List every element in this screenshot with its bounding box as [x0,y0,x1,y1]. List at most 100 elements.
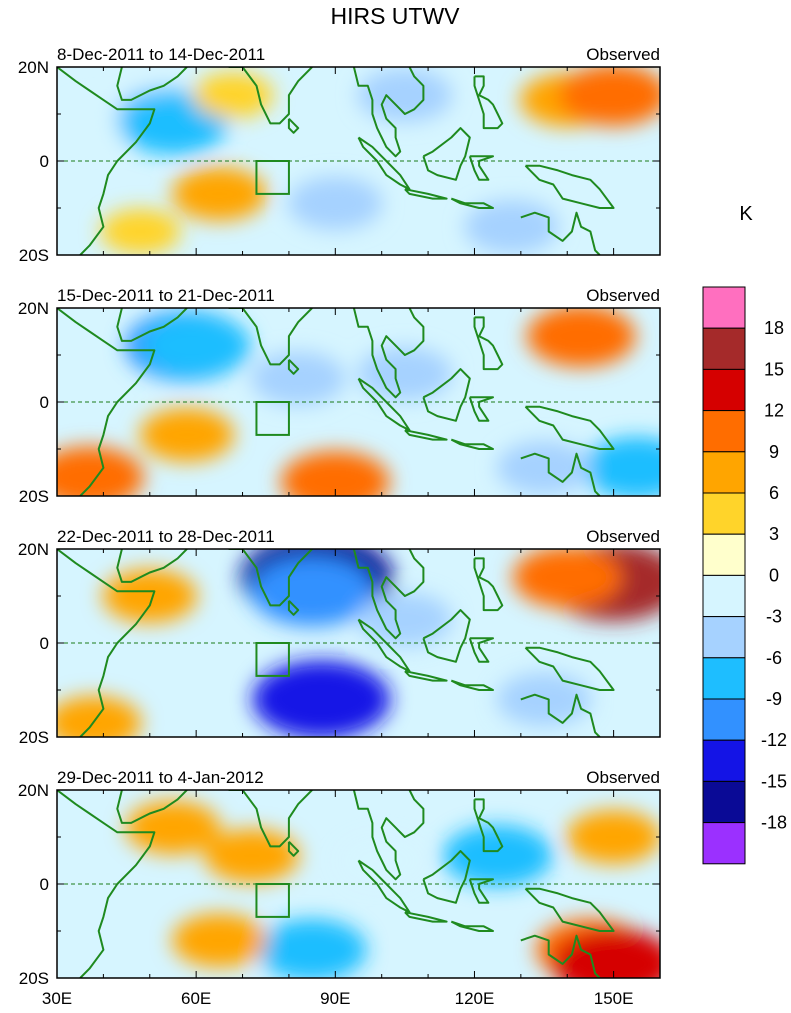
y-tick-label: 20N [18,299,49,318]
colorbar-level-label: -3 [766,607,782,627]
coastline [57,549,156,737]
anomaly-core [518,685,570,714]
coastline [524,405,615,450]
colorbar-swatch [702,368,746,412]
coastline [57,67,156,255]
colorbar-level-label: 15 [764,359,784,379]
coastline [520,693,601,737]
x-tick-label: 30E [42,989,72,1008]
coastline [352,67,425,158]
chart-title: HIRS UTWV [330,3,460,29]
coastline [404,429,448,441]
coastline [116,308,188,342]
anomaly-field [57,549,660,737]
y-tick-label: 20N [18,540,49,559]
anomaly-core [486,212,537,242]
anomaly-field [57,67,660,255]
colorbar-swatch [702,616,746,659]
anomaly-core [552,319,611,353]
colorbar-swatch [702,410,746,453]
coastline [450,920,494,932]
y-tick-label: 20S [19,487,49,506]
coastline [468,396,494,422]
coastline [524,646,615,691]
anomaly-core [194,179,245,209]
coastline [422,127,471,181]
coastline [228,308,313,366]
panel-period: 22-Dec-2011 to 28-Dec-2011 [57,527,275,546]
coastline [116,790,188,824]
x-axis: 30E 60E 90E 120E 150E [42,989,634,1008]
anomaly-core [607,451,660,485]
anomaly-core [518,453,570,483]
y-tick-label: 20S [19,246,49,265]
anomaly-core [124,581,176,611]
coastline [228,549,313,607]
colorbar-level-label: -6 [766,648,782,668]
colorbar-level-label: -18 [761,813,787,833]
y-tick-label: 0 [40,634,49,653]
coastline [524,164,615,209]
colorbar-level-label: 3 [769,524,779,544]
coastline [520,934,601,978]
coastline [352,790,425,881]
anomaly-core [143,107,203,140]
colorbar-level-label: -12 [761,730,787,750]
anomaly-core [282,933,342,967]
anomaly-core [468,839,527,873]
panels: 20N 0 20S 8-Dec-2011 to 14-Dec-2011 Observed… [18,45,661,988]
region-box [255,160,290,195]
colorbar-swatch [702,492,746,535]
x-tick-label: 150E [594,989,634,1008]
anomaly-core [379,359,431,389]
anomaly-field [57,308,660,496]
coastline [473,75,504,130]
colorbar-level-label: 6 [769,483,779,503]
coastline [450,438,494,450]
colorbar-swatch [702,657,746,700]
colorbar-swatch [702,698,746,741]
coastline [287,840,300,857]
anomaly-field [57,790,660,978]
region-box [255,401,290,436]
anomaly-core [580,945,647,978]
anomaly-core [147,813,199,842]
coastline [228,67,313,125]
panel-label: Observed [586,768,660,787]
colorbar-swatch [702,533,746,576]
x-tick-label: 120E [455,989,495,1008]
coastline [422,609,471,663]
anomaly-core [379,605,431,634]
anomaly-core [284,678,359,721]
coastline [357,859,411,914]
coastline [422,368,471,422]
colorbar-swatch [702,286,746,329]
colorbar-level-label: 0 [769,565,779,585]
map-panel: 20N 0 20S 8-Dec-2011 to 14-Dec-2011 Observed [18,45,661,265]
coastline [352,549,425,640]
coastline [357,618,411,673]
coastline [287,599,300,616]
anomaly-core [60,460,119,494]
coastline [57,790,156,978]
coastline [473,316,504,371]
coastline [57,308,156,496]
colorbar-swatch [702,451,746,494]
coastline [422,850,471,904]
coastline [352,308,425,399]
anomaly-core [588,822,639,852]
region-box [255,883,290,918]
anomaly-blob [193,72,274,118]
x-tick-label: 60E [181,989,211,1008]
colorbar-swatch [702,822,746,865]
colorbar-level-label: -15 [761,771,787,791]
colorbar: K 18 15 12 9 6 3 0 -3 -6 -9 -12 -15 -18 [702,203,787,865]
y-tick-label: 20S [19,728,49,747]
coastline [357,136,411,191]
anomaly-core [584,78,643,112]
panel-period: 8-Dec-2011 to 14-Dec-2011 [57,45,265,64]
coastline [228,790,313,848]
anomaly-core [310,189,361,218]
colorbar-swatch [702,574,746,618]
coastline [287,358,300,375]
